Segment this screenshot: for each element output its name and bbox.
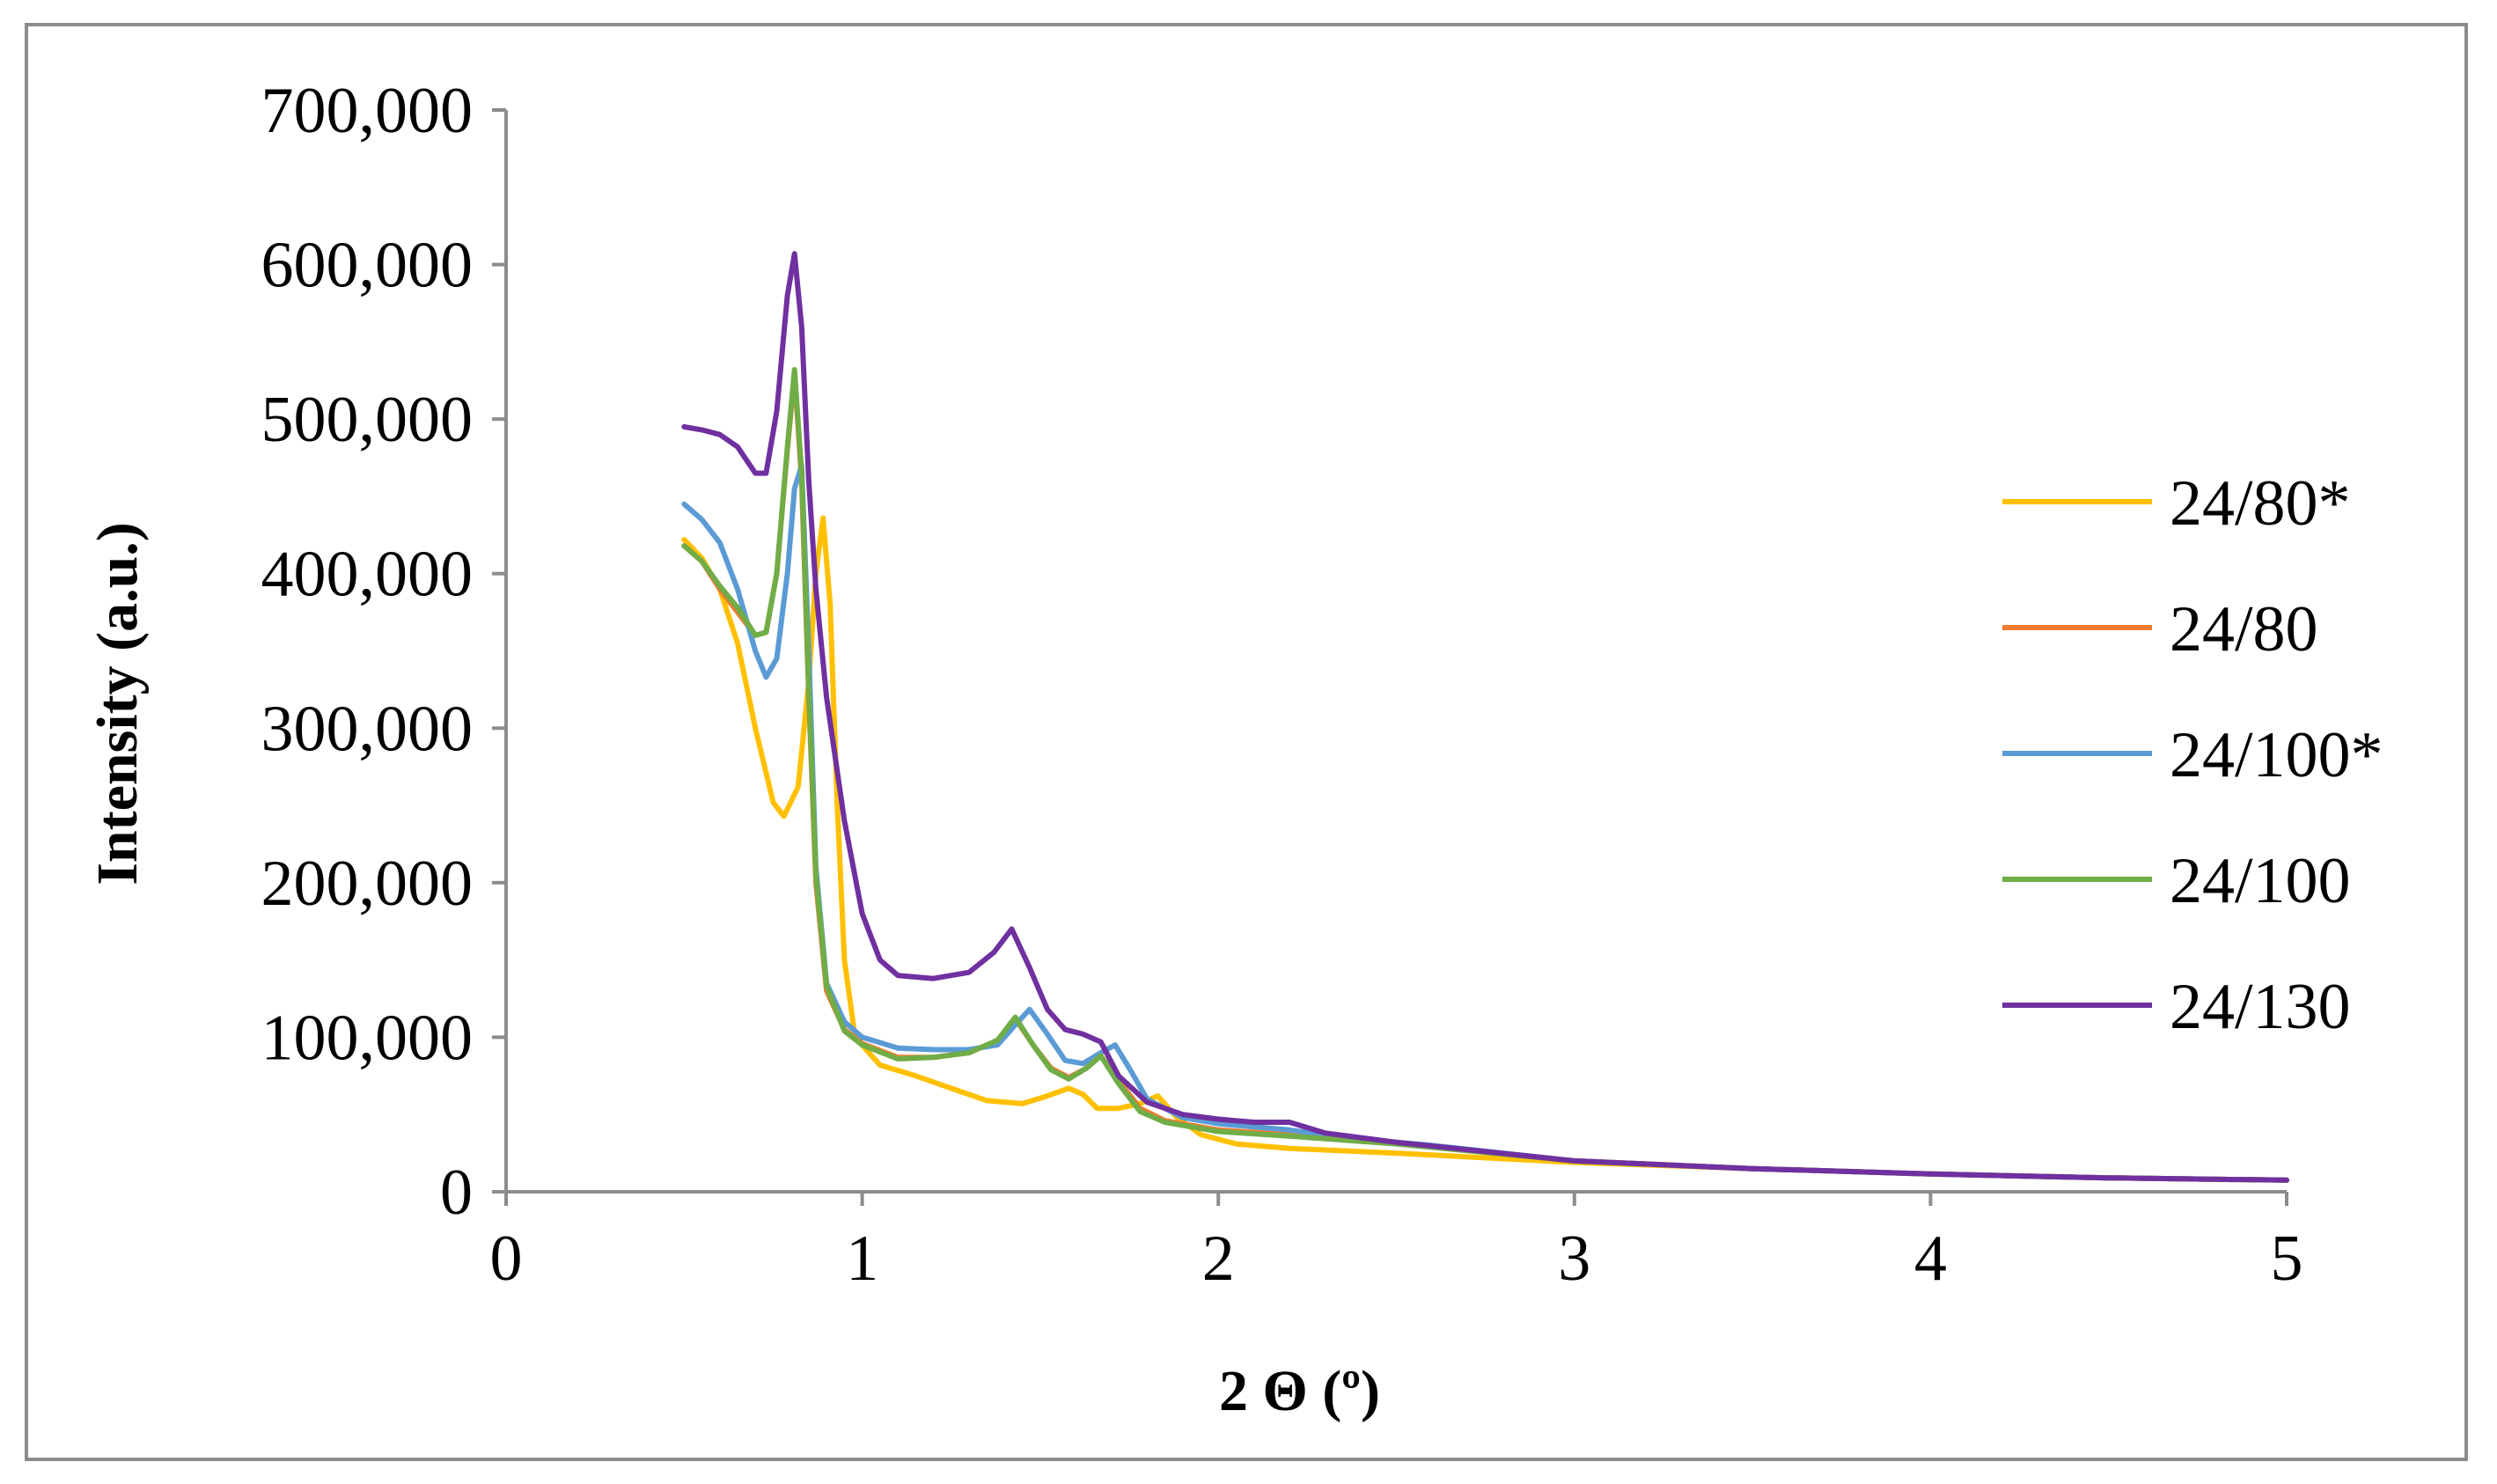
x-tick-label: 4 [1914, 1223, 1947, 1295]
series-line-24-80 [681, 515, 2289, 1183]
x-tick-label: 5 [2271, 1223, 2303, 1295]
series-line-24-130 [681, 251, 2289, 1183]
legend-label: 24/100 [2170, 845, 2351, 917]
x-tick-label: 0 [490, 1223, 523, 1295]
x-axis-ticks: 0 1 2 3 4 5 [490, 1192, 2303, 1295]
y-tick-label: 0 [440, 1157, 473, 1229]
y-tick-label: 100,000 [261, 1002, 474, 1074]
series-lines [681, 251, 2289, 1183]
legend-label: 24/80 [2170, 593, 2318, 665]
series-line-24-100 [681, 367, 2289, 1183]
y-tick-label: 300,000 [261, 693, 474, 765]
chart-border [25, 23, 2468, 1461]
y-tick-label: 600,000 [261, 230, 474, 302]
legend-label: 24/80* [2170, 467, 2351, 540]
legend: 24/80* 24/80 24/100* 24/100 24/130 [2002, 467, 2383, 1043]
y-tick-label: 200,000 [261, 848, 474, 920]
y-tick-label: 500,000 [261, 384, 474, 456]
x-tick-label: 1 [846, 1223, 878, 1295]
y-axis-ticks: 0 100,000 200,000 300,000 400,000 500,000 600,… [261, 75, 506, 1229]
y-tick-label: 700,000 [261, 75, 474, 147]
y-axis-title: Intensity (a.u.) [85, 522, 150, 885]
legend-label: 24/130 [2170, 971, 2351, 1043]
legend-label: 24/100* [2170, 719, 2383, 791]
x-tick-label: 2 [1202, 1223, 1235, 1295]
x-axis-title: 2 Θ (º) [1219, 1359, 1380, 1423]
y-tick-label: 400,000 [261, 539, 474, 611]
x-tick-label: 3 [1558, 1223, 1590, 1295]
